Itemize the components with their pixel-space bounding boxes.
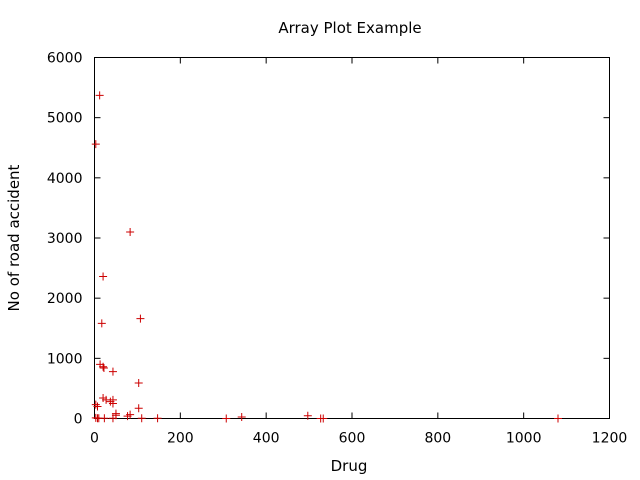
y-tick-label: 1000 bbox=[47, 351, 83, 367]
data-point bbox=[136, 314, 145, 323]
plot-area bbox=[94, 57, 610, 419]
data-point bbox=[99, 362, 108, 371]
data-point bbox=[97, 319, 106, 328]
y-tick-label: 2000 bbox=[47, 291, 83, 307]
data-point bbox=[108, 367, 117, 376]
data-point bbox=[153, 414, 162, 423]
data-point bbox=[554, 414, 562, 423]
x-tick-label: 800 bbox=[424, 431, 451, 447]
y-axis-label: No of road accident bbox=[5, 164, 23, 311]
y-tick-label: 0 bbox=[74, 412, 83, 428]
data-point bbox=[95, 91, 104, 100]
data-point bbox=[91, 400, 100, 409]
data-point bbox=[93, 402, 102, 411]
data-point bbox=[100, 414, 109, 423]
data-point bbox=[91, 140, 100, 149]
data-point bbox=[222, 414, 231, 423]
x-tick-label: 1200 bbox=[592, 431, 628, 447]
x-axis-label: Drug bbox=[331, 457, 368, 475]
data-point bbox=[102, 395, 111, 404]
data-point bbox=[108, 414, 117, 423]
data-point bbox=[99, 363, 108, 372]
x-tick-label: 1000 bbox=[506, 431, 542, 447]
x-tick-label: 200 bbox=[167, 431, 194, 447]
data-point bbox=[237, 412, 246, 421]
data-point bbox=[303, 411, 312, 420]
y-tick-label: 3000 bbox=[47, 231, 83, 247]
y-axis: 0 1000 2000 3000 4000 5000 6000 bbox=[47, 51, 610, 428]
data-point bbox=[108, 399, 117, 408]
data-points bbox=[91, 91, 562, 423]
x-tick-label: 400 bbox=[253, 431, 280, 447]
chart-title: Array Plot Example bbox=[278, 19, 421, 37]
data-point bbox=[126, 227, 135, 236]
data-point bbox=[134, 404, 143, 413]
data-point bbox=[99, 272, 108, 281]
y-tick-label: 5000 bbox=[47, 111, 83, 127]
data-point bbox=[137, 414, 146, 423]
x-tick-label: 600 bbox=[339, 431, 366, 447]
x-tick-label: 0 bbox=[90, 431, 99, 447]
data-point bbox=[134, 379, 143, 388]
x-axis: 0 200 400 600 800 1000 1200 bbox=[90, 57, 628, 447]
y-tick-label: 6000 bbox=[47, 51, 83, 67]
y-tick-label: 4000 bbox=[47, 171, 83, 187]
data-point bbox=[126, 410, 135, 419]
data-point bbox=[319, 414, 328, 423]
